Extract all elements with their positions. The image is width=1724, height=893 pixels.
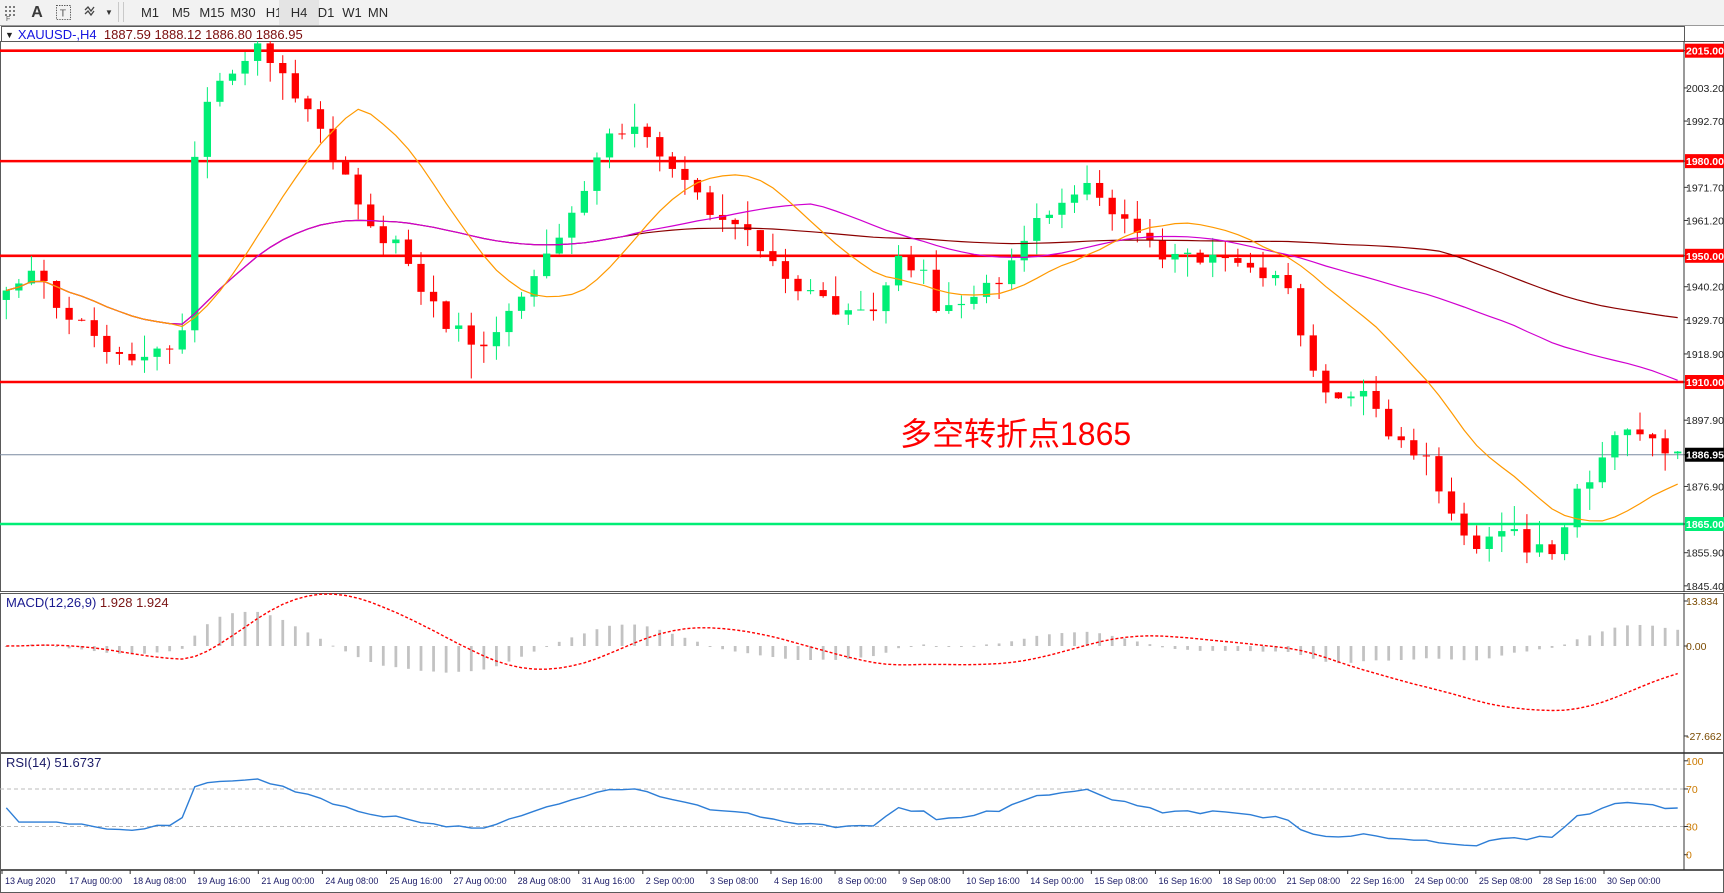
svg-text:18 Aug 08:00: 18 Aug 08:00 <box>133 876 186 886</box>
svg-text:25 Sep 08:00: 25 Sep 08:00 <box>1479 876 1533 886</box>
svg-text:16 Sep 16:00: 16 Sep 16:00 <box>1158 876 1212 886</box>
svg-text:28 Sep 16:00: 28 Sep 16:00 <box>1543 876 1597 886</box>
svg-text:1897.90: 1897.90 <box>1686 415 1724 427</box>
svg-text:30: 30 <box>1686 822 1698 834</box>
svg-text:1886.95: 1886.95 <box>1686 450 1724 462</box>
svg-text:2 Sep 00:00: 2 Sep 00:00 <box>646 876 695 886</box>
svg-text:21 Aug 00:00: 21 Aug 00:00 <box>261 876 314 886</box>
svg-text:1865.00: 1865.00 <box>1686 519 1724 531</box>
svg-text:15 Sep 08:00: 15 Sep 08:00 <box>1094 876 1148 886</box>
svg-text:14 Sep 00:00: 14 Sep 00:00 <box>1030 876 1084 886</box>
svg-text:T: T <box>59 8 66 19</box>
svg-text:22 Sep 16:00: 22 Sep 16:00 <box>1351 876 1405 886</box>
svg-text:100: 100 <box>1686 756 1704 768</box>
svg-text:2015.00: 2015.00 <box>1686 46 1724 58</box>
svg-text:17 Aug 00:00: 17 Aug 00:00 <box>69 876 122 886</box>
svg-text:24 Sep 00:00: 24 Sep 00:00 <box>1415 876 1469 886</box>
svg-text:8 Sep 00:00: 8 Sep 00:00 <box>838 876 887 886</box>
svg-text:30 Sep 00:00: 30 Sep 00:00 <box>1607 876 1661 886</box>
svg-text:27 Aug 00:00: 27 Aug 00:00 <box>454 876 507 886</box>
svg-text:0: 0 <box>1686 850 1692 862</box>
svg-text:1910.00: 1910.00 <box>1686 377 1724 389</box>
svg-text:24 Aug 08:00: 24 Aug 08:00 <box>325 876 378 886</box>
svg-text:3 Sep 08:00: 3 Sep 08:00 <box>710 876 759 886</box>
svg-text:MACD(12,26,9) 1.928 1.924: MACD(12,26,9) 1.928 1.924 <box>6 595 169 610</box>
svg-text:1961.20: 1961.20 <box>1686 215 1724 227</box>
svg-text:31 Aug 16:00: 31 Aug 16:00 <box>582 876 635 886</box>
svg-text:28 Aug 08:00: 28 Aug 08:00 <box>518 876 571 886</box>
svg-text:1971.70: 1971.70 <box>1686 182 1724 194</box>
svg-text:1845.40: 1845.40 <box>1686 581 1724 592</box>
svg-text:-27.662: -27.662 <box>1686 731 1722 743</box>
svg-text:1855.90: 1855.90 <box>1686 548 1724 560</box>
svg-text:13.834: 13.834 <box>1686 596 1718 608</box>
svg-text:2003.20: 2003.20 <box>1686 83 1724 95</box>
svg-text:70: 70 <box>1686 784 1698 796</box>
svg-text:F: F <box>6 16 10 21</box>
svg-text:0.00: 0.00 <box>1686 641 1707 653</box>
svg-text:4 Sep 16:00: 4 Sep 16:00 <box>774 876 823 886</box>
svg-text:1980.00: 1980.00 <box>1686 156 1724 168</box>
svg-text:1929.70: 1929.70 <box>1686 315 1724 327</box>
svg-text:13 Aug 2020: 13 Aug 2020 <box>5 876 56 886</box>
svg-text:21 Sep 08:00: 21 Sep 08:00 <box>1287 876 1341 886</box>
svg-text:1950.00: 1950.00 <box>1686 251 1724 263</box>
svg-text:RSI(14) 51.6737: RSI(14) 51.6737 <box>6 755 101 770</box>
svg-text:1876.90: 1876.90 <box>1686 481 1724 493</box>
svg-text:多空转折点1865: 多空转折点1865 <box>900 416 1131 452</box>
svg-text:1992.70: 1992.70 <box>1686 116 1724 128</box>
svg-text:1918.90: 1918.90 <box>1686 349 1724 361</box>
svg-text:25 Aug 16:00: 25 Aug 16:00 <box>389 876 442 886</box>
svg-text:18 Sep 00:00: 18 Sep 00:00 <box>1223 876 1277 886</box>
svg-text:19 Aug 16:00: 19 Aug 16:00 <box>197 876 250 886</box>
svg-text:10 Sep 16:00: 10 Sep 16:00 <box>966 876 1020 886</box>
svg-text:1940.20: 1940.20 <box>1686 282 1724 294</box>
svg-text:9 Sep 08:00: 9 Sep 08:00 <box>902 876 951 886</box>
